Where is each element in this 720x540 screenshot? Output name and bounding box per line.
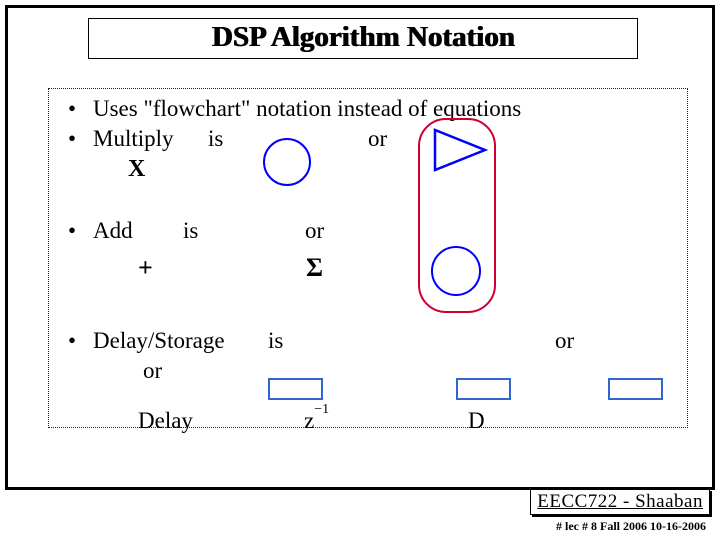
bullet-4-delay: Delay/Storage <box>93 328 225 354</box>
delay-rect-1 <box>268 378 323 400</box>
bullet-3-plus: + <box>138 253 153 283</box>
add-circle-icon <box>431 246 481 296</box>
footer-course: EECC722 - Shaaban <box>530 489 710 515</box>
bullet-dot-2: • <box>68 126 76 152</box>
bullet-4-or-a: or <box>555 328 574 354</box>
title-box: DSP Algorithm Notation <box>88 18 638 59</box>
multiply-circle-icon <box>263 138 311 186</box>
label-z: z−1 <box>304 408 329 434</box>
label-delay: Delay <box>138 408 193 434</box>
bullet-3-is: is <box>183 218 198 244</box>
bullet-3-add: Add <box>93 218 133 244</box>
bullet-4-or-b: or <box>143 358 162 384</box>
bullet-3-sigma: Σ <box>306 253 323 283</box>
label-d: D <box>468 408 485 434</box>
slide-title: DSP Algorithm Notation <box>212 21 515 53</box>
bullet-3-or: or <box>305 218 324 244</box>
footer-line: # lec # 8 Fall 2006 10-16-2006 <box>556 519 706 534</box>
delay-rect-3 <box>608 378 663 400</box>
slide-frame: DSP Algorithm Notation • Uses "flowchart… <box>5 5 715 490</box>
bullet-dot-4: • <box>68 328 76 354</box>
label-z-exp: −1 <box>314 402 329 417</box>
bullet-2-multiply: Multiply <box>93 126 174 152</box>
delay-rect-2 <box>456 378 511 400</box>
bullet-4-is: is <box>268 328 283 354</box>
bullet-dot-1: • <box>68 96 76 122</box>
bullet-2-or: or <box>368 126 387 152</box>
bullet-2-is: is <box>208 126 223 152</box>
bullet-2-x: X <box>128 156 145 183</box>
bullet-dot-3: • <box>68 218 76 244</box>
label-z-base: z <box>304 408 314 433</box>
